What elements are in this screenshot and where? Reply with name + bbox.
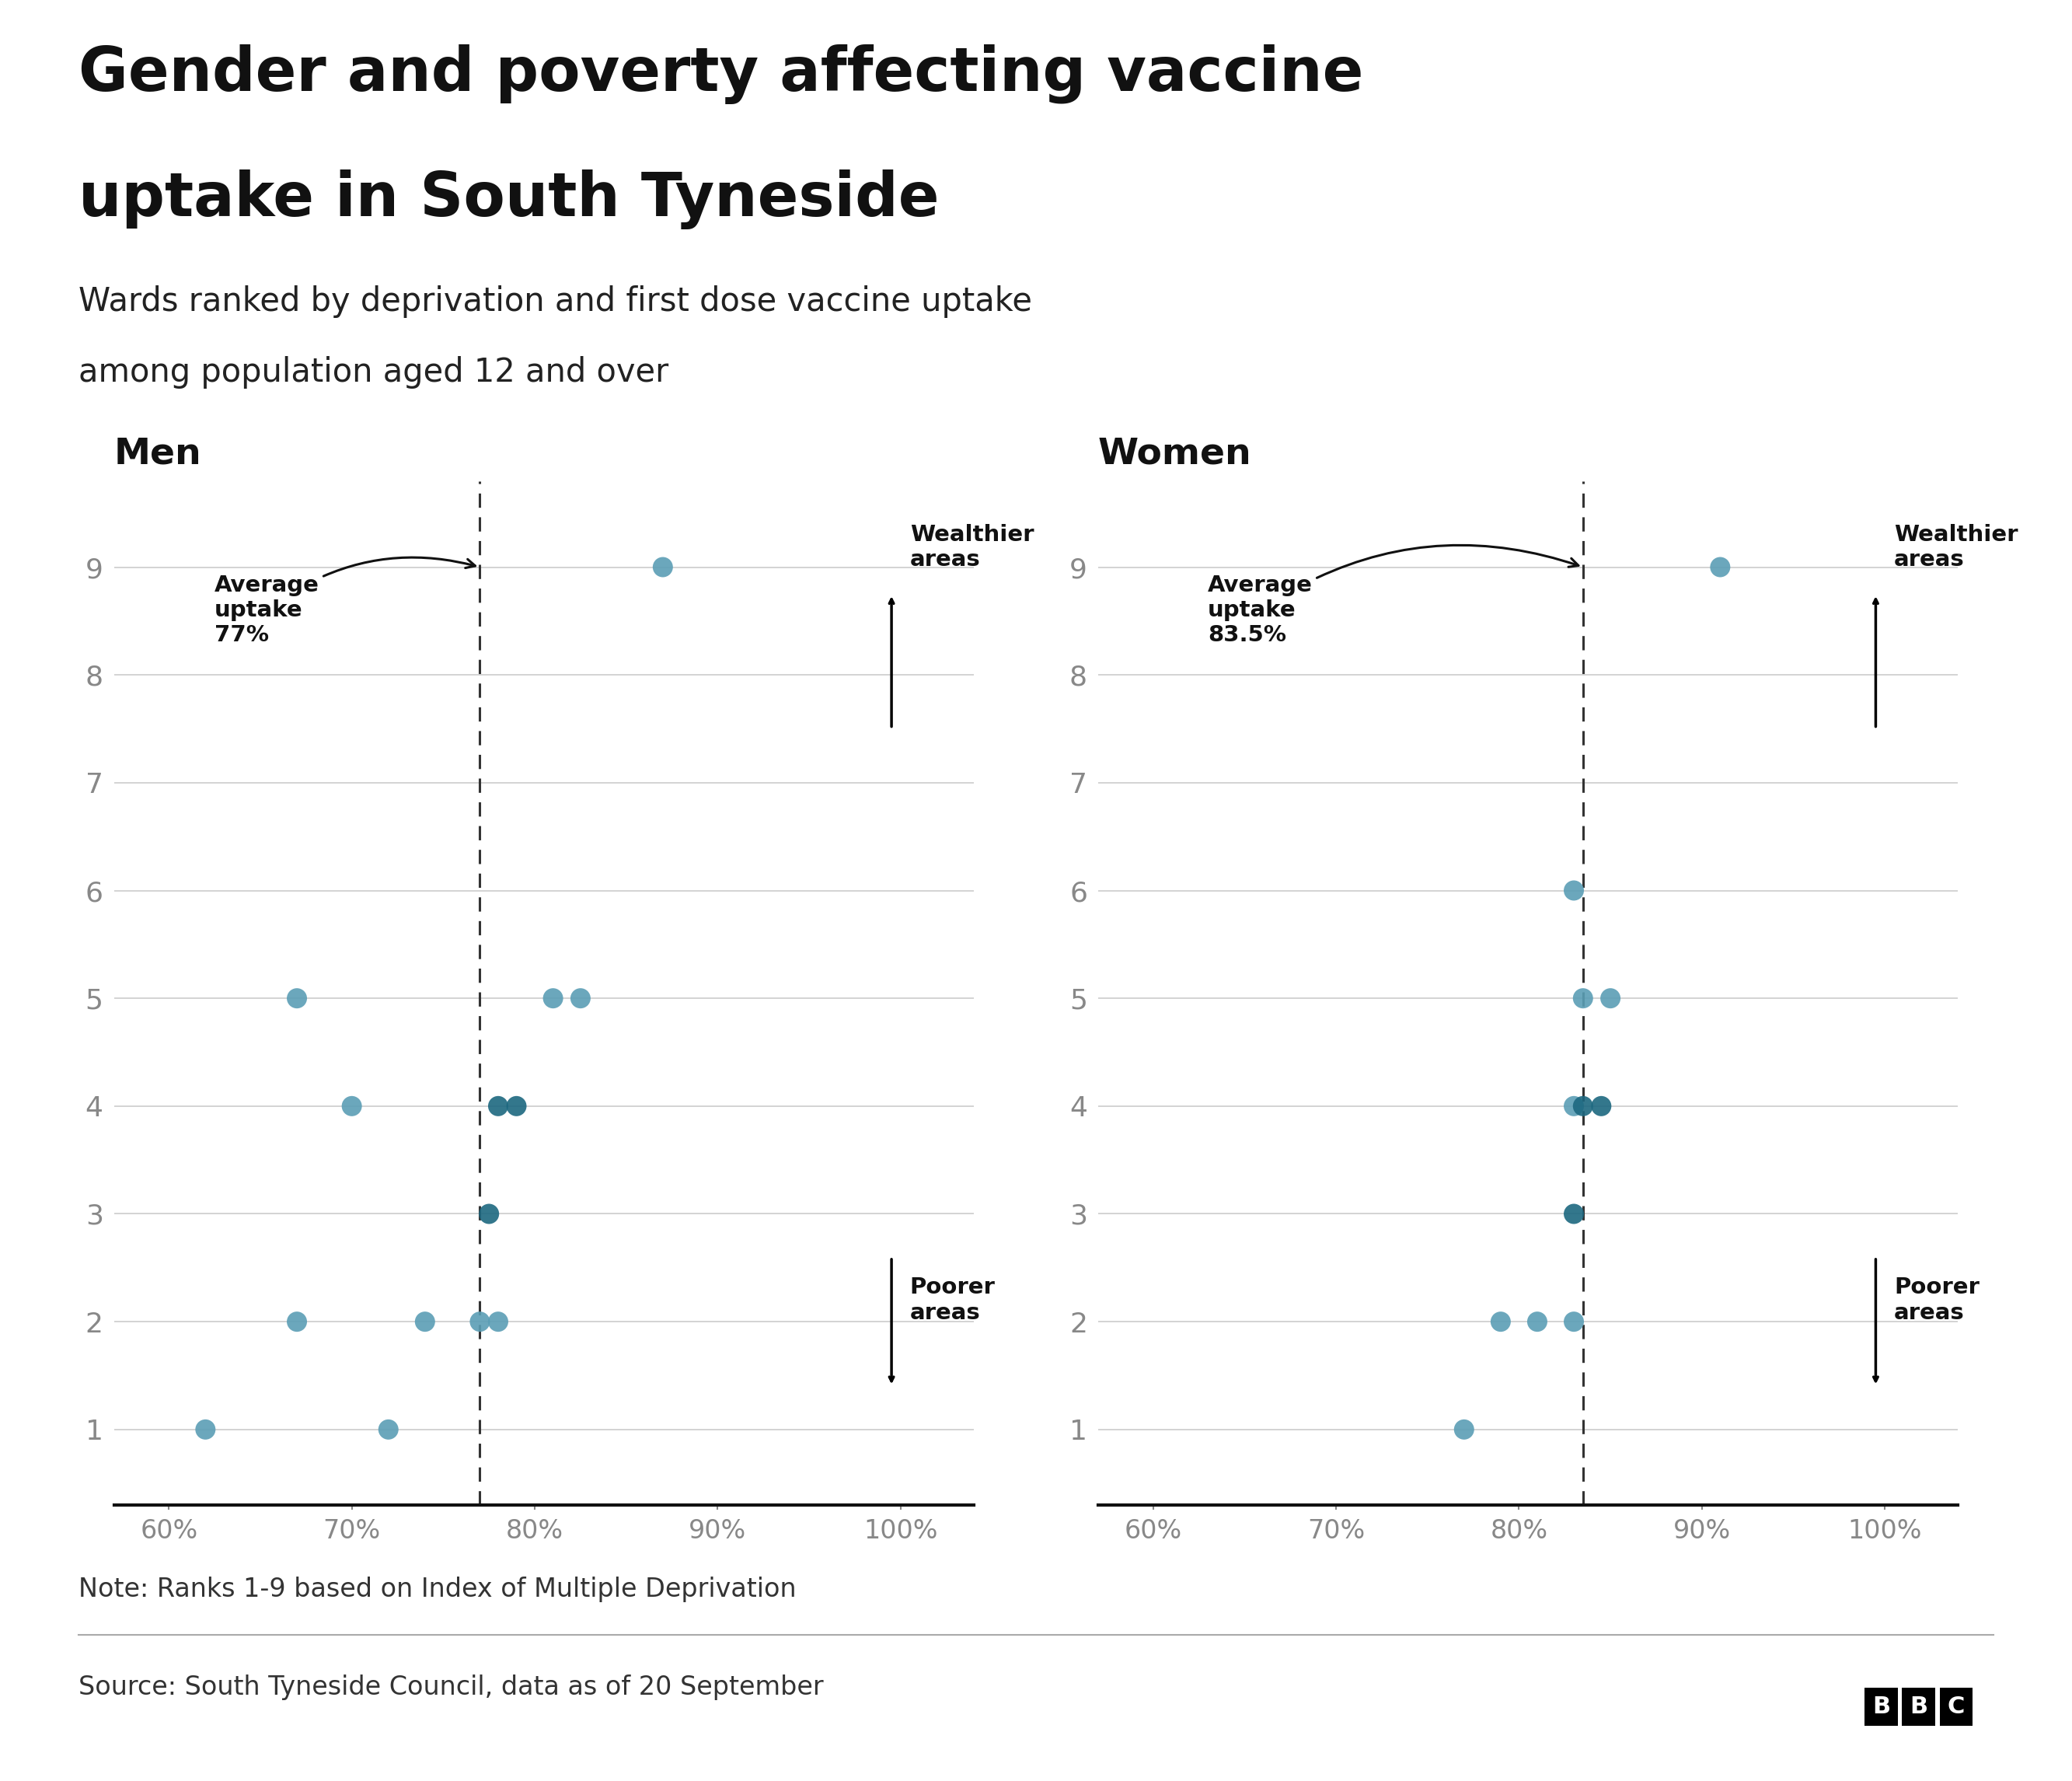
Point: [1566, 985, 1600, 1013]
Point: [1558, 876, 1591, 905]
Point: [336, 1092, 369, 1120]
Text: Poorer
areas: Poorer areas: [910, 1277, 995, 1323]
Text: B: B: [1873, 1696, 1890, 1719]
Point: [537, 985, 570, 1013]
Text: Wealthier
areas: Wealthier areas: [910, 524, 1034, 572]
Point: [1558, 1200, 1591, 1229]
Point: [280, 1307, 313, 1336]
Text: uptake in South Tyneside: uptake in South Tyneside: [79, 169, 939, 230]
Point: [1566, 1092, 1600, 1120]
Text: among population aged 12 and over: among population aged 12 and over: [79, 356, 669, 388]
Point: [1558, 1307, 1591, 1336]
Text: Wards ranked by deprivation and first dose vaccine uptake: Wards ranked by deprivation and first do…: [79, 285, 1032, 317]
Text: Average
uptake
77%: Average uptake 77%: [215, 557, 474, 647]
Text: C: C: [1948, 1696, 1964, 1719]
Text: Note: Ranks 1-9 based on Index of Multiple Deprivation: Note: Ranks 1-9 based on Index of Multip…: [79, 1576, 796, 1601]
Point: [408, 1307, 441, 1336]
Point: [189, 1416, 222, 1444]
Point: [1558, 1092, 1591, 1120]
Text: Wealthier
areas: Wealthier areas: [1894, 524, 2018, 572]
Point: [646, 552, 680, 581]
Point: [1484, 1307, 1517, 1336]
Point: [1448, 1416, 1481, 1444]
Point: [371, 1416, 404, 1444]
Point: [280, 985, 313, 1013]
Point: [1703, 552, 1736, 581]
Text: Poorer
areas: Poorer areas: [1894, 1277, 1979, 1323]
Text: B: B: [1910, 1696, 1927, 1719]
Point: [481, 1307, 514, 1336]
Text: Men: Men: [114, 436, 201, 472]
Point: [1593, 985, 1627, 1013]
Point: [472, 1200, 506, 1229]
Text: Gender and poverty affecting vaccine: Gender and poverty affecting vaccine: [79, 45, 1363, 105]
Point: [564, 985, 597, 1013]
Point: [481, 1092, 514, 1120]
Point: [464, 1307, 497, 1336]
Text: Women: Women: [1098, 436, 1251, 472]
Point: [1521, 1307, 1554, 1336]
Point: [1585, 1092, 1618, 1120]
Text: Average
uptake
83.5%: Average uptake 83.5%: [1208, 545, 1579, 647]
Text: Source: South Tyneside Council, data as of 20 September: Source: South Tyneside Council, data as …: [79, 1674, 825, 1699]
Point: [499, 1092, 533, 1120]
